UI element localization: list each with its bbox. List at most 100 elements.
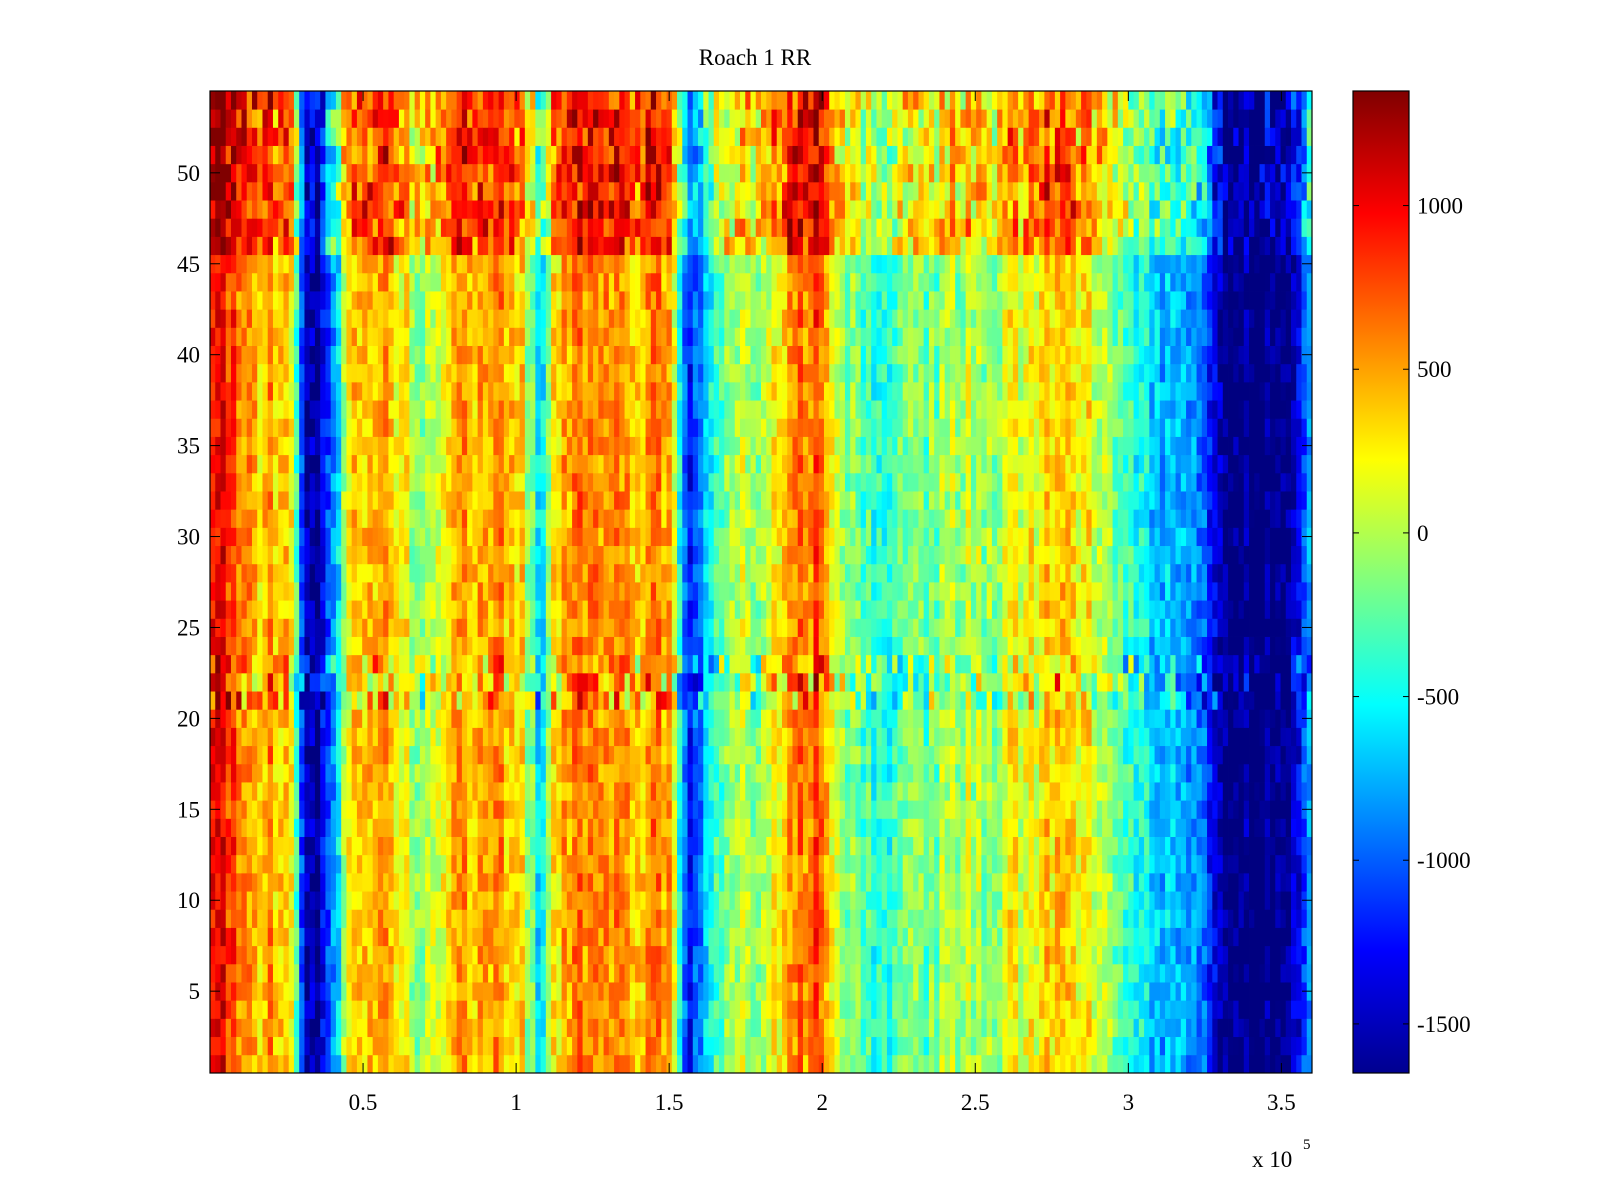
heatmap-cell xyxy=(692,1036,699,1056)
heatmap-cell xyxy=(493,945,500,965)
heatmap-cell xyxy=(561,418,568,437)
heatmap-cell xyxy=(519,436,526,456)
heatmap-cell xyxy=(210,945,216,965)
heatmap-cell xyxy=(503,218,510,237)
heatmap-cell xyxy=(540,927,547,947)
heatmap-cell xyxy=(346,545,353,565)
heatmap-cell xyxy=(603,254,610,274)
heatmap-cell xyxy=(561,982,568,1001)
heatmap-cell xyxy=(614,872,620,892)
heatmap-cell xyxy=(251,927,258,947)
heatmap-cell xyxy=(262,363,269,383)
heatmap-cell xyxy=(582,309,589,328)
heatmap-cell xyxy=(556,745,562,765)
heatmap-cell xyxy=(629,782,636,801)
heatmap-cell xyxy=(272,891,279,910)
heatmap-cell xyxy=(262,327,269,346)
heatmap-cell xyxy=(288,381,295,401)
heatmap-cell xyxy=(278,782,284,801)
heatmap-cell xyxy=(304,1000,311,1019)
heatmap-cell xyxy=(598,436,604,456)
heatmap-cell xyxy=(677,600,683,619)
heatmap-cell xyxy=(535,1018,541,1038)
heatmap-cell xyxy=(341,200,347,219)
heatmap-cell xyxy=(388,272,395,292)
heatmap-cell xyxy=(467,400,473,419)
heatmap-cell xyxy=(524,763,531,783)
heatmap-cell xyxy=(692,1000,699,1019)
heatmap-cell xyxy=(635,600,641,619)
heatmap-cell xyxy=(293,491,300,510)
heatmap-cell xyxy=(577,1018,583,1038)
heatmap-cell xyxy=(514,1018,521,1038)
heatmap-cell xyxy=(414,91,421,110)
heatmap-cell xyxy=(656,163,662,183)
heatmap-cell xyxy=(671,763,678,783)
heatmap-cell xyxy=(383,200,389,219)
heatmap-cell xyxy=(551,818,557,837)
heatmap-cell xyxy=(566,527,573,547)
heatmap-cell xyxy=(556,381,562,401)
heatmap-cell xyxy=(650,618,657,637)
heatmap-cell xyxy=(351,1054,358,1073)
heatmap-cell xyxy=(414,145,421,165)
heatmap-cell xyxy=(682,200,688,219)
heatmap-cell xyxy=(472,891,479,910)
heatmap-cell xyxy=(283,291,290,310)
heatmap-cell xyxy=(503,436,510,456)
heatmap-cell xyxy=(241,600,248,619)
heatmap-cell xyxy=(472,1000,479,1019)
heatmap-cell xyxy=(372,163,379,183)
heatmap-cell xyxy=(220,800,227,819)
heatmap-cell xyxy=(540,727,547,747)
heatmap-cell xyxy=(645,709,652,728)
heatmap-cell xyxy=(425,800,431,819)
heatmap-cell xyxy=(404,945,410,965)
heatmap-cell xyxy=(293,836,300,856)
heatmap-cell xyxy=(608,909,615,928)
heatmap-cell xyxy=(351,800,358,819)
heatmap-cell xyxy=(430,200,437,219)
heatmap-cell xyxy=(262,582,269,601)
heatmap-cell xyxy=(409,800,416,819)
heatmap-cell xyxy=(262,763,269,783)
heatmap-cell xyxy=(377,963,384,983)
heatmap-cell xyxy=(325,272,332,292)
heatmap-cell xyxy=(482,782,489,801)
heatmap-cell xyxy=(656,1018,662,1038)
heatmap-cell xyxy=(362,436,368,456)
heatmap-cell xyxy=(425,327,431,346)
heatmap-cell xyxy=(320,236,326,256)
heatmap-cell xyxy=(472,272,479,292)
heatmap-cell xyxy=(561,1000,568,1019)
heatmap-cell xyxy=(325,1054,332,1073)
heatmap-cell xyxy=(309,800,316,819)
heatmap-cell xyxy=(645,1000,652,1019)
heatmap-cell xyxy=(477,145,484,165)
heatmap-cell xyxy=(451,872,458,892)
heatmap-cell xyxy=(519,527,526,547)
heatmap-cell xyxy=(503,527,510,547)
heatmap-cell xyxy=(267,763,274,783)
heatmap-cell xyxy=(430,672,437,692)
heatmap-cell xyxy=(320,181,326,201)
heatmap-cell xyxy=(650,254,657,274)
heatmap-cell xyxy=(488,927,494,947)
heatmap-cell xyxy=(246,982,253,1001)
heatmap-cell xyxy=(635,1054,641,1073)
heatmap-cell xyxy=(545,618,552,637)
heatmap-cell xyxy=(251,381,258,401)
heatmap-cell xyxy=(220,472,227,492)
heatmap-cell xyxy=(335,672,342,692)
heatmap-cell xyxy=(304,545,311,565)
heatmap-cell xyxy=(519,1000,526,1019)
heatmap-cell xyxy=(514,709,521,728)
heatmap-cell xyxy=(514,163,521,183)
heatmap-cell xyxy=(293,400,300,419)
heatmap-cell xyxy=(404,381,410,401)
heatmap-cell xyxy=(535,600,541,619)
heatmap-cell xyxy=(419,454,426,474)
heatmap-cell xyxy=(603,91,610,110)
heatmap-cell xyxy=(677,782,683,801)
heatmap-cell xyxy=(451,327,458,346)
